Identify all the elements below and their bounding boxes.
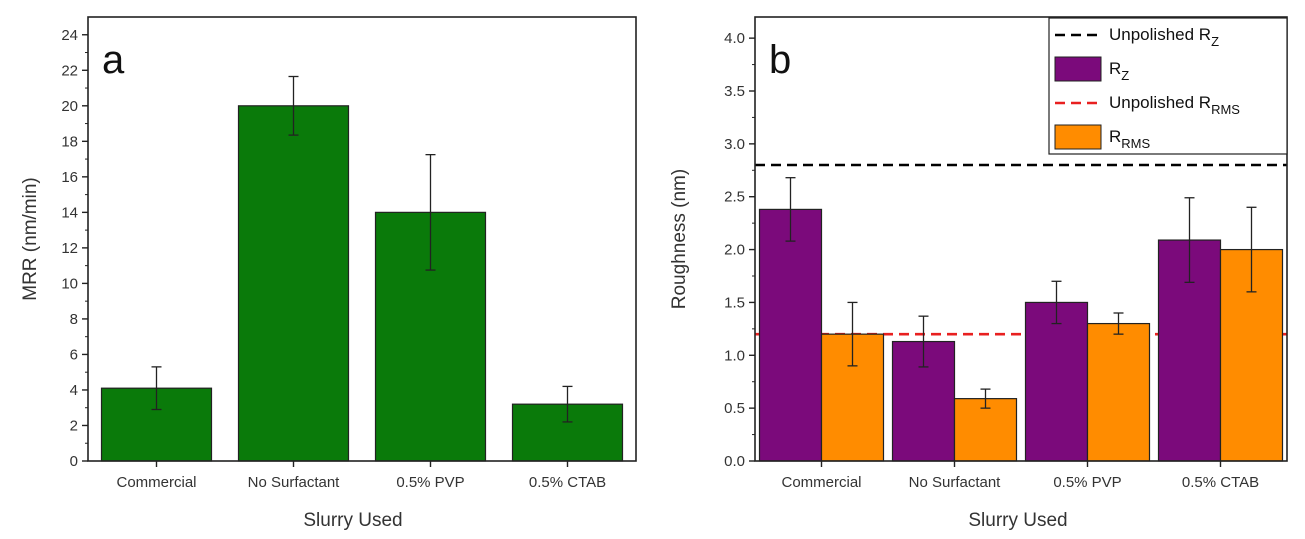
y-tick-label: 2.0 <box>724 242 745 259</box>
y-tick-label: 1.5 <box>724 294 745 311</box>
y-tick-label: 4 <box>70 382 78 399</box>
y-axis-title: MRR (nm/min) <box>20 177 41 301</box>
x-axis-title: Slurry Used <box>303 510 402 531</box>
legend-swatch-bar-1 <box>1054 56 1102 82</box>
x-tick-label: Commercial <box>781 474 861 491</box>
y-tick-label: 22 <box>61 62 78 79</box>
x-tick-label: 0.5% CTAB <box>1182 474 1259 491</box>
bar-s0-2 <box>1024 301 1089 462</box>
legend-label-2-subscript: RMS <box>1211 102 1240 117</box>
y-tick-label: 20 <box>61 98 78 115</box>
legend-label-1: RZ <box>1109 59 1129 83</box>
x-tick-label: No Surfactant <box>248 474 341 491</box>
bar-s0-0 <box>758 208 823 462</box>
x-tick-label: Commercial <box>116 474 196 491</box>
x-axis-title: Slurry Used <box>968 510 1067 531</box>
plot-frame-1 <box>754 16 1288 462</box>
legend-label-1-main: R <box>1109 59 1121 78</box>
y-tick-label: 10 <box>61 275 78 292</box>
bar-s1-1 <box>953 398 1018 462</box>
panel-letter: a <box>102 38 125 82</box>
y-tick-label: 24 <box>61 27 78 44</box>
bar-s0-1 <box>237 105 350 462</box>
x-tick-label: 0.5% PVP <box>396 474 464 491</box>
x-tick-label: No Surfactant <box>909 474 1002 491</box>
y-tick-label: 3.5 <box>724 83 745 100</box>
legend-label-2-main: Unpolished R <box>1109 93 1211 112</box>
y-tick-label: 12 <box>61 240 78 257</box>
y-tick-label: 4.0 <box>724 30 745 47</box>
legend-label-0-subscript: Z <box>1211 34 1219 49</box>
x-tick-label: 0.5% PVP <box>1053 474 1121 491</box>
legend-swatch-bar-3 <box>1054 124 1102 150</box>
y-tick-label: 3.0 <box>724 136 745 153</box>
legend-label-0: Unpolished RZ <box>1109 25 1219 49</box>
x-tick-label: 0.5% CTAB <box>529 474 606 491</box>
legend-label-3-subscript: RMS <box>1121 136 1150 151</box>
y-tick-label: 18 <box>61 133 78 150</box>
legend-label-0-main: Unpolished R <box>1109 25 1211 44</box>
plot-frame-0 <box>87 16 637 462</box>
legend-label-3: RRMS <box>1109 127 1150 151</box>
y-tick-label: 8 <box>70 311 78 328</box>
y-tick-label: 2.5 <box>724 189 745 206</box>
y-tick-label: 0.0 <box>724 453 745 470</box>
legend-label-3-main: R <box>1109 127 1121 146</box>
y-tick-label: 16 <box>61 169 78 186</box>
y-tick-label: 6 <box>70 346 78 363</box>
y-tick-label: 0 <box>70 453 78 470</box>
legend-label-1-subscript: Z <box>1121 68 1129 83</box>
y-tick-label: 1.0 <box>724 347 745 364</box>
bar-s1-2 <box>1086 322 1151 462</box>
y-tick-label: 0.5 <box>724 400 745 417</box>
y-tick-label: 2 <box>70 417 78 434</box>
legend-label-2: Unpolished RRMS <box>1109 93 1240 117</box>
panel-letter: b <box>769 38 791 82</box>
y-axis-title: Roughness (nm) <box>669 169 690 309</box>
y-tick-label: 14 <box>61 204 78 221</box>
